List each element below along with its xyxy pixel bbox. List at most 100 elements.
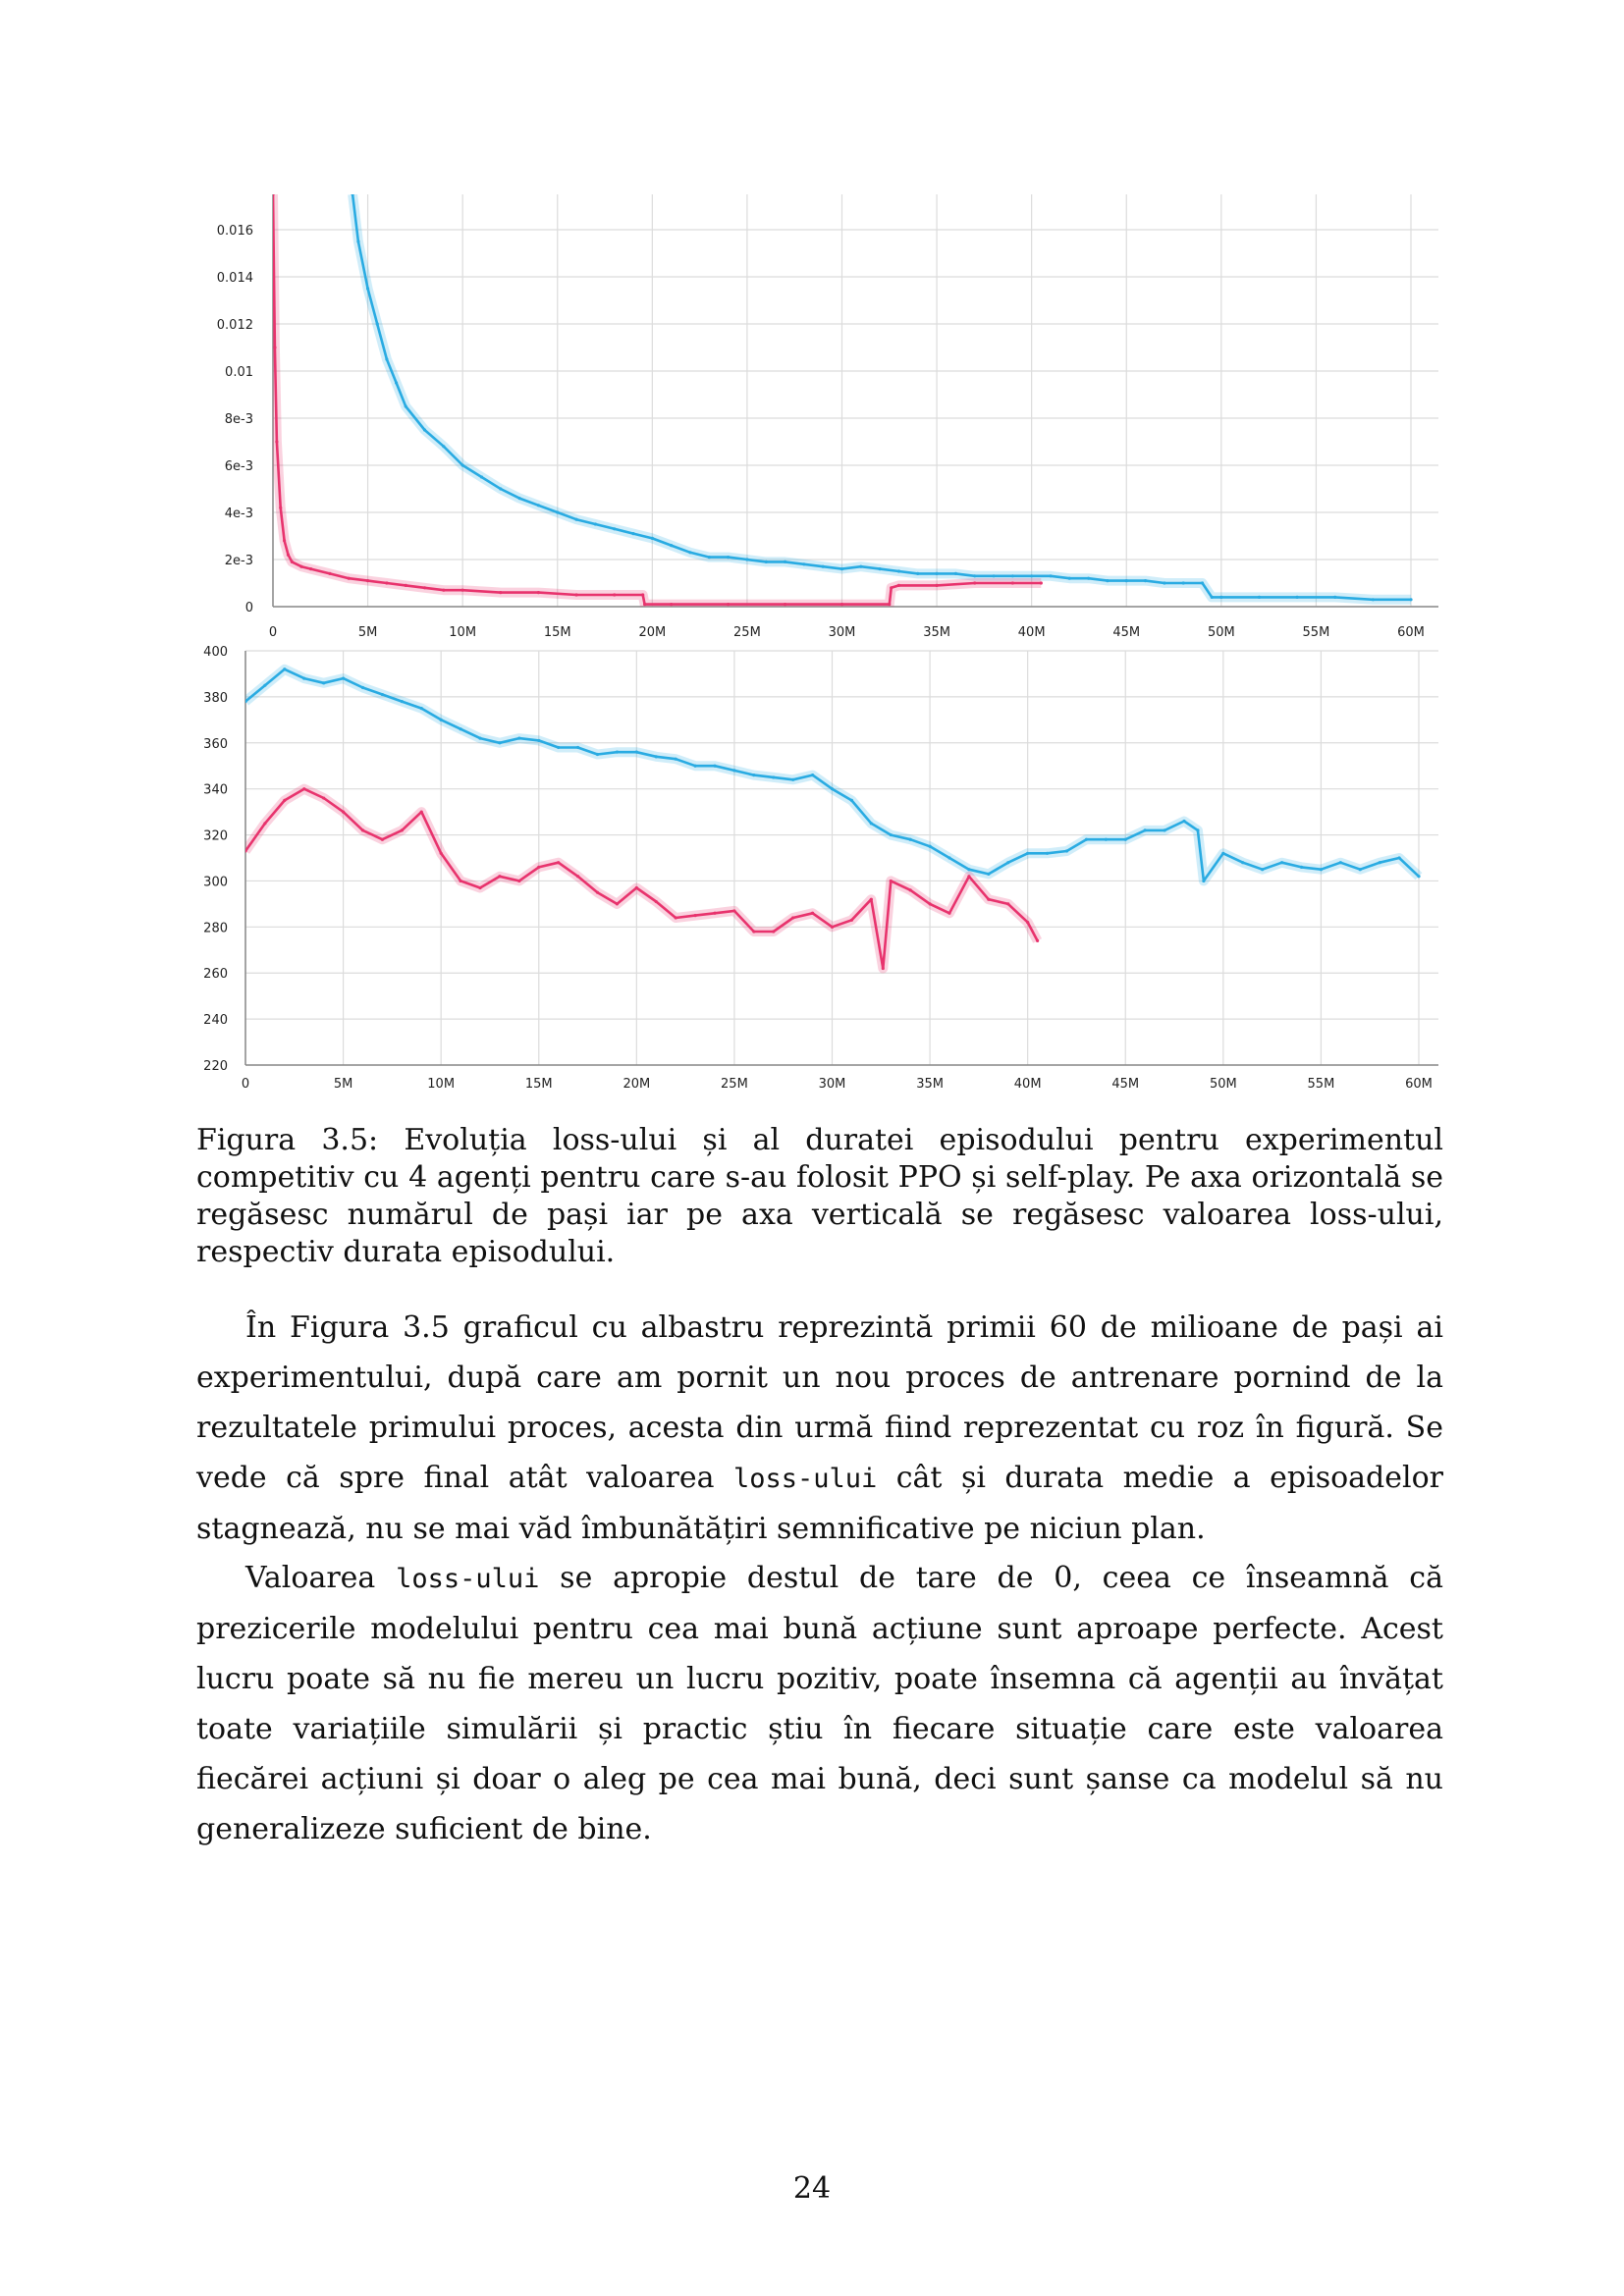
data-point (517, 736, 521, 740)
data-point (634, 750, 638, 754)
data-point (1026, 851, 1030, 855)
data-point (631, 532, 635, 536)
x-tick-label: 35M (916, 1077, 944, 1092)
data-point (273, 194, 275, 196)
data-point (537, 865, 541, 869)
y-tick-label: 0 (245, 601, 253, 615)
data-point (745, 558, 749, 561)
x-tick-label: 45M (1111, 1077, 1139, 1092)
data-point (1196, 828, 1200, 832)
data-point (688, 551, 692, 555)
data-point (791, 916, 795, 920)
data-point (245, 849, 247, 853)
episode-duration-chart: 0 5M 10M 15M 20M 25M 30M 35M 40M 45M 50M 55M 60M 220 2… (203, 645, 1438, 1092)
data-point (1123, 837, 1127, 841)
data-point (498, 875, 502, 879)
x-tick-label: 30M (829, 625, 856, 640)
data-point (615, 750, 620, 754)
data-point (973, 574, 977, 578)
data-point (1279, 861, 1284, 865)
data-point (1397, 856, 1401, 860)
data-point (322, 796, 326, 800)
y-tick-label: 320 (203, 829, 228, 844)
data-point (279, 506, 283, 509)
y-tick-label: 0.014 (217, 271, 253, 286)
data-point (498, 741, 502, 745)
data-point (634, 885, 638, 890)
x-tick-label: 55M (1308, 1077, 1335, 1092)
series-line (245, 787, 1039, 970)
data-point (908, 837, 912, 841)
data-point (286, 553, 291, 557)
figure-caption: Figura 3.5: Evoluția loss-ului și al dur… (196, 1123, 1443, 1269)
data-point (537, 738, 541, 743)
y-tick-label: 0.016 (217, 224, 253, 239)
data-point (1202, 879, 1206, 883)
data-point (1084, 837, 1089, 841)
data-point (302, 676, 306, 680)
data-point (1241, 861, 1245, 865)
data-point (752, 930, 756, 934)
data-point (517, 497, 521, 501)
y-tick-label: 8e-3 (225, 412, 253, 427)
x-tick-label: 30M (819, 1077, 846, 1092)
data-point (839, 603, 844, 607)
paragraph-2-text-a: Valoarea (245, 1561, 397, 1595)
page-number: 24 (792, 2171, 832, 2206)
x-tick-label: 50M (1210, 1077, 1237, 1092)
data-point (641, 593, 645, 597)
data-point (896, 583, 901, 588)
data-point (1143, 828, 1147, 832)
data-point (302, 787, 306, 791)
data-point (908, 888, 912, 892)
paragraph-1-text-b: cât și durata medie a episoadelor stagne… (196, 1461, 1444, 1546)
data-point (1067, 576, 1071, 580)
x-tick-label: 5M (334, 1077, 353, 1092)
data-point (442, 588, 446, 592)
paragraph-2: Valoarea loss-ului se apropie destul de … (196, 1553, 1443, 1854)
y-tick-label: 6e-3 (225, 459, 253, 474)
data-point (693, 764, 697, 768)
data-point (419, 707, 423, 711)
x-tick-label: 0 (242, 1077, 249, 1092)
data-point (575, 745, 580, 750)
data-point (1181, 581, 1185, 585)
data-point (1030, 574, 1034, 578)
data-point (380, 692, 385, 697)
data-point (752, 774, 756, 777)
data-point (802, 562, 806, 566)
data-point (1417, 875, 1421, 879)
x-tick-label: 60M (1405, 1077, 1433, 1092)
x-tick-label: 45M (1112, 625, 1140, 640)
data-point (732, 769, 736, 773)
data-point (1257, 595, 1262, 600)
data-point (290, 560, 294, 564)
paragraph-1: În Figura 3.5 graficul cu albastru repre… (196, 1303, 1443, 1554)
data-point (478, 736, 482, 740)
data-point (1299, 865, 1304, 869)
data-point (1200, 581, 1205, 585)
data-point (341, 676, 346, 680)
x-tick-label: 40M (1018, 625, 1046, 640)
data-point (810, 911, 815, 915)
data-point (1010, 574, 1014, 578)
x-tick-label: 10M (449, 625, 476, 640)
data-point (643, 603, 647, 607)
y-tick-label: 400 (203, 645, 228, 660)
data-point (1221, 851, 1225, 855)
data-point (947, 911, 951, 915)
x-tick-label: 60M (1397, 625, 1425, 640)
data-point (404, 583, 407, 588)
data-point (593, 522, 597, 526)
data-point (385, 357, 389, 361)
data-point (1163, 828, 1166, 832)
data-point (360, 828, 365, 832)
data-point (1333, 595, 1337, 600)
x-tick-label: 55M (1303, 625, 1330, 640)
data-point (670, 544, 674, 548)
data-point (869, 897, 873, 901)
data-point (859, 564, 863, 568)
data-point (881, 966, 885, 971)
y-tick-label: 380 (203, 691, 228, 706)
